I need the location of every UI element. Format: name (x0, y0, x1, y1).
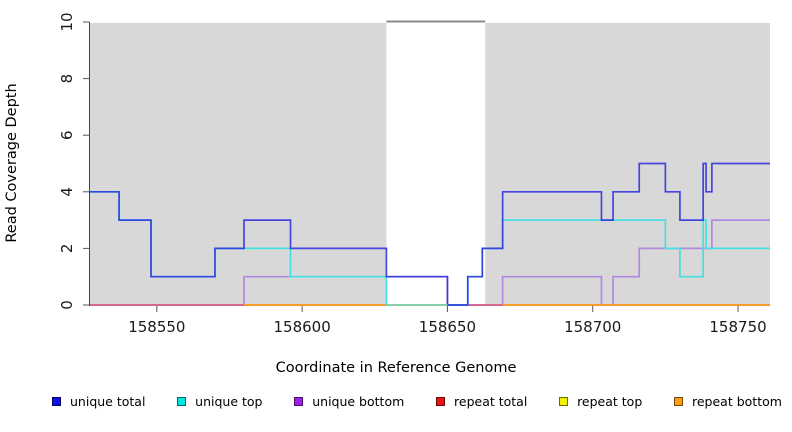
legend: unique total unique top unique bottom repea… (0, 394, 792, 409)
plot-svg: 158550 158600 158650 158700 158750 0 2 4 6 8 10 Co… (4, 12, 770, 376)
legend-swatch-icon (674, 397, 683, 406)
legend-item-repeat-total: repeat total (436, 394, 527, 409)
legend-label: unique bottom (312, 394, 405, 409)
y-tick-label: 4 (58, 187, 76, 197)
x-tick-label: 158650 (419, 318, 476, 336)
legend-item-repeat-bottom: repeat bottom (674, 394, 782, 409)
legend-label: repeat top (577, 394, 643, 409)
legend-label: unique total (70, 394, 146, 409)
y-tick-label: 6 (58, 130, 76, 140)
x-tick-label: 158750 (709, 318, 766, 336)
legend-swatch-icon (436, 397, 446, 406)
legend-label: unique top (195, 394, 263, 409)
legend-swatch-icon (177, 397, 187, 406)
y-tick-label: 2 (58, 244, 76, 254)
plot-background-left (90, 23, 387, 305)
legend-swatch-icon (52, 397, 61, 406)
x-tick-label: 158600 (274, 318, 331, 336)
legend-item-repeat-top: repeat top (559, 394, 642, 409)
legend-swatch-icon (294, 397, 304, 406)
legend-item-unique-top: unique top (177, 394, 262, 409)
legend-label: repeat bottom (692, 394, 782, 409)
legend-swatch-icon (559, 397, 569, 406)
y-tick-label: 10 (58, 12, 76, 31)
y-axis-title: Read Coverage Depth (4, 83, 20, 242)
x-tick-label: 158700 (564, 318, 621, 336)
x-axis-title: Coordinate in Reference Genome (276, 360, 517, 376)
y-tick-label: 8 (58, 74, 76, 84)
y-tick-label: 0 (58, 300, 76, 310)
legend-item-unique-total: unique total (52, 394, 145, 409)
series-unique-total-line (90, 162, 770, 306)
legend-label: repeat total (454, 394, 528, 409)
legend-item-unique-bottom: unique bottom (294, 394, 404, 409)
x-tick-label: 158550 (128, 318, 185, 336)
